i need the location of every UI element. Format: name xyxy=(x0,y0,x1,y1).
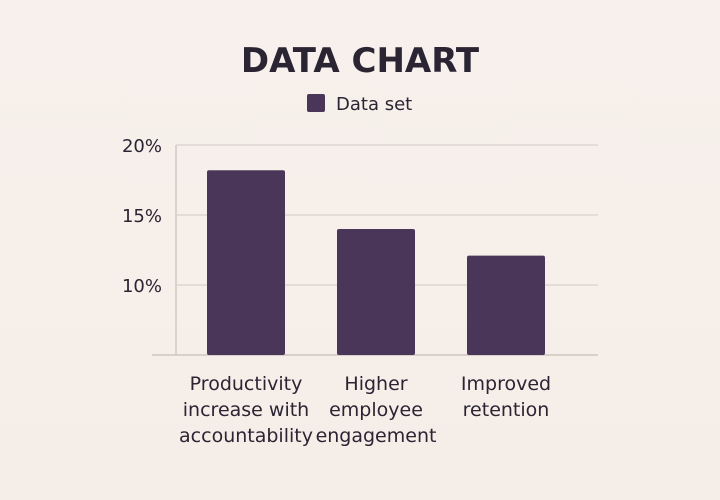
x-category-label: Productivity increase with accountability xyxy=(179,373,313,447)
plot-area: 10% 15% 20% Productivity increase with accoun… xyxy=(122,136,598,447)
legend: Data set xyxy=(307,94,412,115)
bar xyxy=(337,229,415,355)
y-tick-label: 20% xyxy=(122,136,162,157)
bar xyxy=(207,170,285,355)
y-tick-label: 10% xyxy=(122,276,162,297)
chart-title: DATA CHART xyxy=(241,41,480,81)
x-category-label: Higher employee engagement xyxy=(316,373,437,447)
legend-swatch xyxy=(307,94,325,112)
y-tick-label: 15% xyxy=(122,206,162,227)
legend-label: Data set xyxy=(336,94,412,115)
bar xyxy=(467,255,545,355)
x-category-label: Improved retention xyxy=(461,373,551,421)
